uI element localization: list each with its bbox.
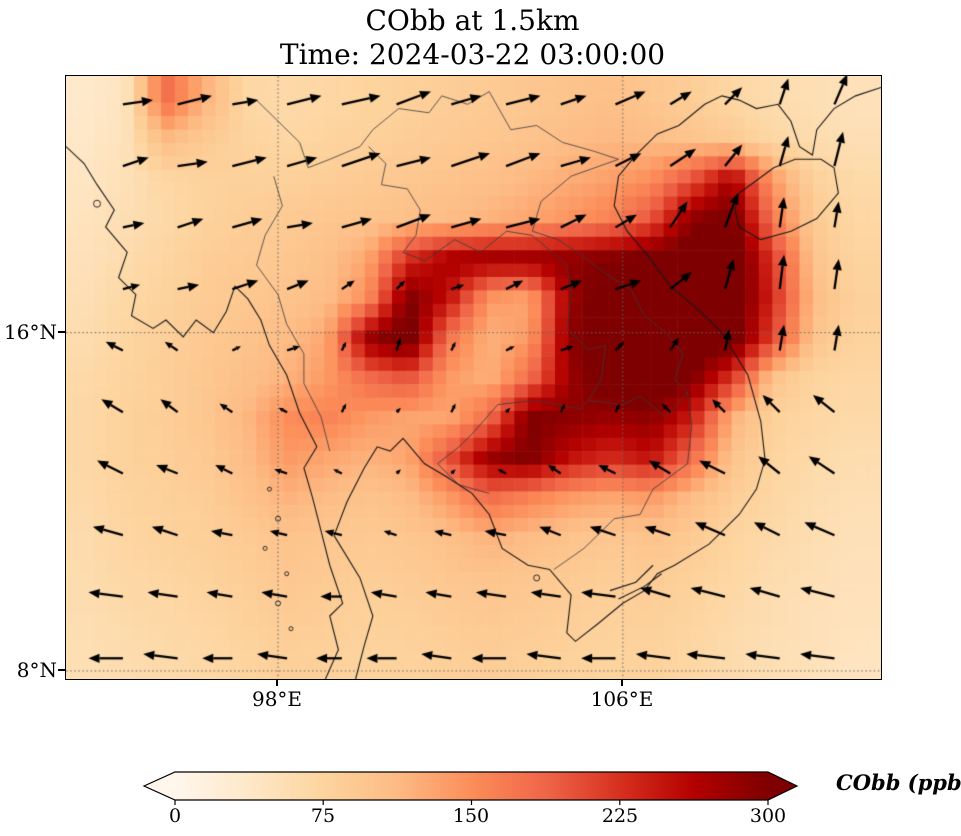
colorbar-tick-225: 225 xyxy=(601,805,639,827)
colorbar-units-label: CObb (ppbv) xyxy=(836,770,961,795)
heatmap-quiver-canvas xyxy=(66,76,881,679)
ytick-mark-16n xyxy=(58,331,65,333)
colorbar-tick-0: 0 xyxy=(168,805,182,827)
xtick-label-106e: 106°E xyxy=(590,687,654,711)
colorbar-tick-marks xyxy=(174,800,769,805)
ytick-mark-8n xyxy=(58,669,65,671)
xtick-mark-98e xyxy=(276,679,278,686)
chart-subtitle-time: Time: 2024-03-22 03:00:00 xyxy=(279,38,666,71)
xtick-label-98e: 98°E xyxy=(251,687,303,711)
map-plot-area xyxy=(65,75,882,680)
colorbar: 0 75 150 225 300 xyxy=(140,766,810,832)
xtick-mark-106e xyxy=(621,679,623,686)
ytick-label-8n: 8°N xyxy=(16,658,57,682)
colorbar-tick-150: 150 xyxy=(452,805,490,827)
chart-title: CObb at 1.5km xyxy=(365,4,580,37)
colorbar-tick-75: 75 xyxy=(310,805,336,827)
ytick-label-16n: 16°N xyxy=(4,320,57,344)
colorbar-gradient-bar xyxy=(142,771,799,805)
colorbar-tick-300: 300 xyxy=(749,805,787,827)
